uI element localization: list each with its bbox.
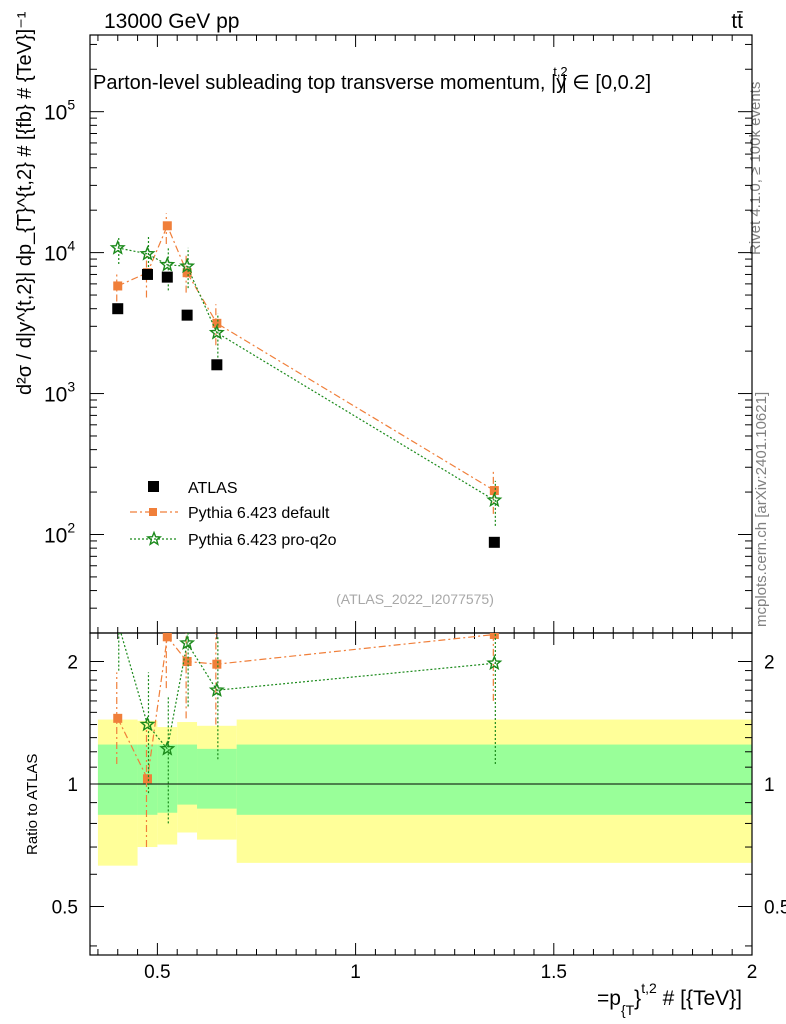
ratio-line-0 [117, 633, 495, 781]
ratio-uncertainty-bands [97, 719, 752, 866]
x-tick-label: 1 [350, 962, 361, 983]
star-marker [145, 530, 163, 546]
ratio-point-pythia-default [489, 633, 499, 640]
ratio-point-pythia-pro-q2o [139, 716, 156, 732]
x-axis-label: =p{T}t,2 # [{TeV}] [597, 980, 742, 1018]
y-axis-label: d²σ / d|y^{t,2}| dp_{T}^{t,2} # [{fb} # … [14, 11, 36, 395]
ratio-tick-label-right: 0.5 [764, 897, 786, 918]
axes [89, 34, 753, 956]
ratio-tick-label-right: 1 [764, 775, 775, 796]
data-point-pythia-default [182, 268, 192, 278]
legend-label-atlas: ATLAS [188, 480, 238, 497]
data-point-pythia-pro-q2o [486, 491, 503, 508]
ratio-point-pythia-pro-q2o [112, 616, 124, 628]
process-label: tt̄ [731, 10, 743, 33]
data-point-pythia-pro-q2o [109, 239, 126, 255]
data-point-pythia-default [162, 221, 172, 231]
data-point-pythia-pro-q2o [208, 324, 225, 340]
rivet-version-label: Rivet 4.1.0, ≥ 100k events [747, 82, 764, 255]
ratio-point-pythia-default [142, 774, 152, 784]
mcplots-label: mcplots.cern.ch [arXiv:2401.10621] [753, 392, 770, 627]
data-point-atlas [181, 309, 193, 321]
legend-label-pythia-pro-q2o: Pythia 6.423 pro-q2o [188, 532, 337, 549]
tick-labels: 0.5 1 1.5 2 102 103 104 105 0.5 0.5 1 1 2 2 [44, 97, 786, 983]
data-point-pythia-default [489, 486, 499, 496]
stat-uncertainty-band [97, 744, 138, 815]
data-point-pythia-default [113, 281, 123, 291]
ratio-point-pythia-default [182, 657, 192, 667]
data-point-pythia-pro-q2o [159, 256, 176, 272]
ratio-point-pythia-default [113, 713, 123, 723]
ratio-panel-series [112, 616, 503, 848]
series-line-1 [117, 247, 495, 501]
stat-uncertainty-band [157, 744, 178, 813]
chart-title: Parton-level subleading top transverse m… [93, 64, 651, 94]
x-tick-label: 2 [747, 962, 758, 983]
legend-marker-atlas [148, 481, 159, 492]
data-point-pythia-pro-q2o [139, 245, 156, 261]
data-point-atlas [488, 536, 500, 548]
stat-uncertainty-band [197, 748, 237, 809]
y-tick-label: 104 [44, 238, 75, 266]
ratio-point-pythia-pro-q2o [179, 634, 196, 650]
ratio-tick-label-left: 0.5 [52, 897, 78, 918]
legend-marker-pythia-pro-q2o [145, 530, 163, 546]
ratio-point-pythia-pro-q2o [486, 654, 503, 671]
legend: ATLAS Pythia 6.423 default Pythia 6.423 … [130, 480, 337, 549]
ratio-tick-label-left: 1 [67, 775, 78, 796]
data-point-atlas [211, 359, 223, 371]
ratio-point-pythia-pro-q2o [159, 740, 176, 756]
x-tick-label: 1.5 [541, 962, 567, 983]
energy-label: 13000 GeV pp [104, 10, 239, 33]
analysis-id: (ATLAS_2022_I2077575) [336, 591, 494, 607]
data-point-atlas [161, 271, 173, 283]
data-point-pythia-default [212, 318, 222, 328]
series-line-0 [117, 224, 495, 492]
ratio-tick-label-left: 2 [67, 653, 78, 674]
legend-label-pythia-default: Pythia 6.423 default [188, 505, 330, 522]
stat-uncertainty-band [236, 744, 752, 815]
ratio-point-pythia-default [212, 659, 222, 669]
data-point-atlas [112, 303, 124, 315]
ratio-panel-frame [89, 632, 753, 956]
legend-marker-pythia-default [149, 508, 157, 516]
y-tick-label: 103 [44, 379, 75, 407]
y-tick-label: 102 [44, 519, 75, 547]
stat-uncertainty-band [177, 744, 198, 805]
data-point-pythia-pro-q2o [179, 257, 196, 274]
data-point-atlas [141, 268, 153, 280]
ratio-point-pythia-default [162, 633, 172, 642]
y-tick-label: 105 [44, 97, 75, 125]
main-panel-series [109, 213, 503, 548]
ratio-tick-label-right: 2 [764, 653, 775, 674]
ratio-line-1 [120, 633, 495, 751]
ratio-point-pythia-pro-q2o [208, 681, 225, 698]
ratio-y-axis-label: Ratio to ATLAS [24, 754, 41, 855]
x-tick-label: 0.5 [144, 962, 170, 983]
